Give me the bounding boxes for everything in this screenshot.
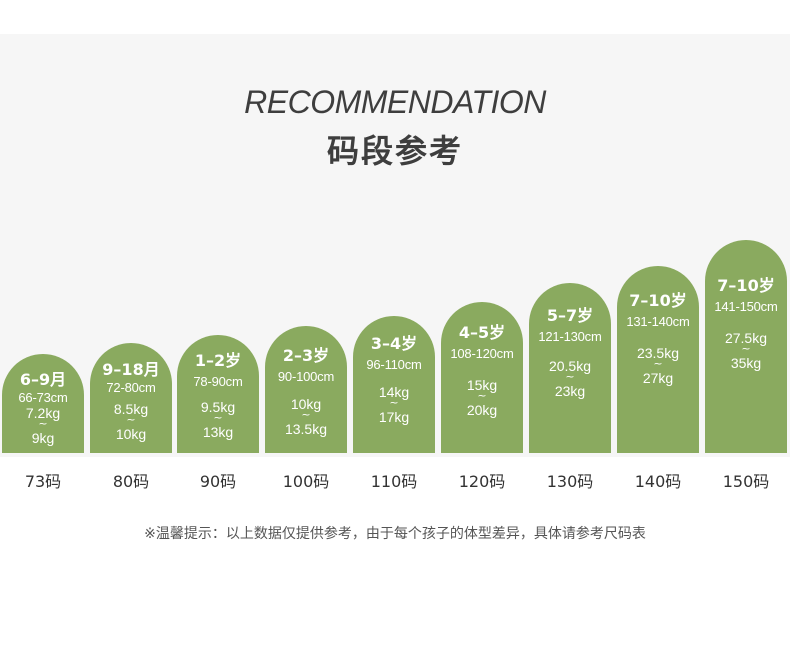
age-range: 4–5岁 bbox=[458, 323, 506, 342]
age-range: 7–10岁 bbox=[717, 276, 775, 295]
age-range: 9–18月 bbox=[102, 360, 160, 379]
weight-min: 15kg bbox=[466, 377, 498, 393]
tilde-separator: ~ bbox=[389, 396, 399, 409]
size-label-110: 110码 bbox=[370, 472, 418, 491]
weight-min: 23.5kg bbox=[636, 345, 680, 361]
height-range: 121-130cm bbox=[538, 329, 602, 344]
weight-min: 9.5kg bbox=[200, 399, 236, 415]
weight-max: 9kg bbox=[31, 430, 55, 446]
weight-min: 14kg bbox=[378, 384, 410, 400]
weight-max: 10kg bbox=[115, 426, 147, 442]
size-label-90: 90码 bbox=[199, 472, 237, 491]
size-bar-80: 9–18月 72-80cm 8.5kg ~ 10kg bbox=[90, 343, 172, 453]
size-bar-120: 4–5岁 108-120cm 15kg ~ 20kg bbox=[441, 302, 523, 453]
size-bar-130: 5–7岁 121-130cm 20.5kg ~ 23kg bbox=[529, 283, 611, 453]
size-label-73: 73码 bbox=[24, 472, 62, 491]
title-english: RECOMMENDATION bbox=[244, 84, 546, 120]
size-bar-73: 6–9月 66-73cm 7.2kg ~ 9kg bbox=[2, 354, 84, 453]
footer-tip: ※温馨提示：以上数据仅提供参考，由于每个孩子的体型差异，具体请参考尺码表 bbox=[144, 526, 646, 542]
weight-max: 17kg bbox=[378, 409, 410, 425]
size-bar-100: 2–3岁 90-100cm 10kg ~ 13.5kg bbox=[265, 326, 347, 453]
tilde-separator: ~ bbox=[477, 389, 487, 402]
tilde-separator: ~ bbox=[38, 417, 48, 430]
weight-min: 7.2kg bbox=[25, 405, 61, 421]
size-bar-110: 3–4岁 96-110cm 14kg ~ 17kg bbox=[353, 316, 435, 453]
weight-max: 27kg bbox=[642, 370, 674, 386]
age-range: 3–4岁 bbox=[370, 334, 418, 353]
height-range: 72-80cm bbox=[106, 380, 156, 395]
age-range: 5–7岁 bbox=[546, 306, 594, 325]
size-bar-140: 7–10岁 131-140cm 23.5kg ~ 27kg bbox=[617, 266, 699, 453]
weight-max: 35kg bbox=[730, 355, 762, 371]
height-range: 108-120cm bbox=[450, 346, 514, 361]
size-bar-90: 1–2岁 78-90cm 9.5kg ~ 13kg bbox=[177, 335, 259, 453]
height-range: 78-90cm bbox=[193, 374, 243, 389]
weight-max: 20kg bbox=[466, 402, 498, 418]
age-range: 7–10岁 bbox=[629, 291, 687, 310]
age-range: 1–2岁 bbox=[194, 351, 242, 370]
size-bar-150: 7–10岁 141-150cm 27.5kg ~ 35kg bbox=[705, 240, 787, 453]
size-label-120: 120码 bbox=[458, 472, 506, 491]
tilde-separator: ~ bbox=[126, 413, 136, 426]
height-range: 141-150cm bbox=[714, 299, 778, 314]
weight-max: 13kg bbox=[202, 424, 234, 440]
height-range: 131-140cm bbox=[626, 314, 690, 329]
age-range: 6–9月 bbox=[19, 370, 67, 389]
size-label-130: 130码 bbox=[546, 472, 594, 491]
weight-min: 10kg bbox=[290, 396, 322, 412]
tilde-separator: ~ bbox=[301, 408, 311, 421]
weight-min: 8.5kg bbox=[113, 401, 149, 417]
size-label-140: 140码 bbox=[634, 472, 682, 491]
title-chinese: 码段参考 bbox=[326, 132, 463, 170]
weight-min: 27.5kg bbox=[724, 330, 768, 346]
tilde-separator: ~ bbox=[653, 357, 663, 370]
tilde-separator: ~ bbox=[565, 370, 575, 383]
size-label-150: 150码 bbox=[722, 472, 770, 491]
age-range: 2–3岁 bbox=[282, 346, 330, 365]
height-range: 66-73cm bbox=[18, 390, 68, 405]
height-range: 90-100cm bbox=[277, 369, 335, 384]
weight-min: 20.5kg bbox=[548, 358, 592, 374]
height-range: 96-110cm bbox=[366, 357, 422, 372]
weight-max: 13.5kg bbox=[284, 421, 328, 437]
weight-max: 23kg bbox=[554, 383, 586, 399]
size-label-80: 80码 bbox=[112, 472, 150, 491]
size-label-100: 100码 bbox=[282, 472, 330, 491]
tilde-separator: ~ bbox=[213, 411, 223, 424]
tilde-separator: ~ bbox=[741, 342, 751, 355]
